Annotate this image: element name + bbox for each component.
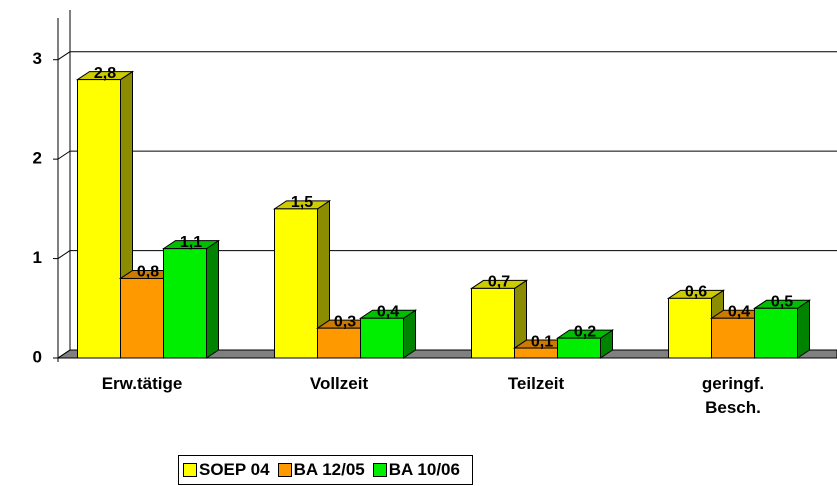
legend-label: BA 10/06 [388,460,460,479]
legend-swatch [277,463,292,477]
data-label: 0,7 [488,274,510,291]
grid-diagonal [57,250,71,259]
bar-front [77,79,121,359]
data-label: 2,8 [94,65,116,82]
y-tick-label: 2 [33,149,42,168]
bar-front [711,317,755,359]
grid-diagonal [57,150,71,160]
bar-front [471,287,515,359]
legend-label: SOEP 04 [199,460,270,479]
legend: SOEP 04 BA 12/05 BA 10/06 [178,455,473,485]
bar-front [360,317,404,359]
data-label: 0,8 [137,264,159,281]
legend-swatch [372,463,387,477]
data-label: 0,3 [334,313,356,330]
bar: 1,1 [161,234,221,359]
legend-swatch [183,463,197,477]
x-tick-label: Vollzeit [309,374,369,393]
bar-front [120,277,164,359]
bar: 1,5 [272,194,332,359]
bar-front [668,297,712,359]
x-tick-label: Teilzeit [507,374,565,393]
bar-front [557,337,601,359]
grid-diagonal [57,349,71,359]
bar-side [206,239,219,359]
y-tick-label: 1 [33,248,42,267]
x-tick-label: geringf. Besch. [701,374,765,417]
data-label: 0,5 [771,294,793,311]
data-label: 0,6 [685,284,707,301]
data-label: 0,2 [574,323,596,340]
bar-front [274,208,318,359]
y-tick-label: 0 [33,347,42,366]
data-label: 0,1 [531,333,553,350]
bar-front [163,248,207,359]
data-label: 1,5 [291,194,313,211]
data-label: 1,1 [180,234,202,251]
bar-front [317,327,361,359]
legend-item: SOEP 04 [183,460,270,480]
x-tick-label: Erw.tätige [101,374,183,393]
bar-front [754,307,798,359]
bar: 0,5 [752,294,812,359]
legend-item: BA 10/06 [372,460,460,480]
data-label: 0,4 [728,303,750,320]
bar: 0,2 [555,323,615,359]
bar: 0,4 [358,303,418,359]
bar-side [797,299,810,359]
bar: 2,8 [75,65,135,359]
bar: 0,7 [469,274,529,359]
grid-diagonal [57,51,71,61]
data-label: 0,4 [377,303,399,320]
legend-item: BA 12/05 [277,460,365,480]
legend-label: BA 12/05 [293,460,365,479]
y-tick-label: 3 [33,49,42,68]
